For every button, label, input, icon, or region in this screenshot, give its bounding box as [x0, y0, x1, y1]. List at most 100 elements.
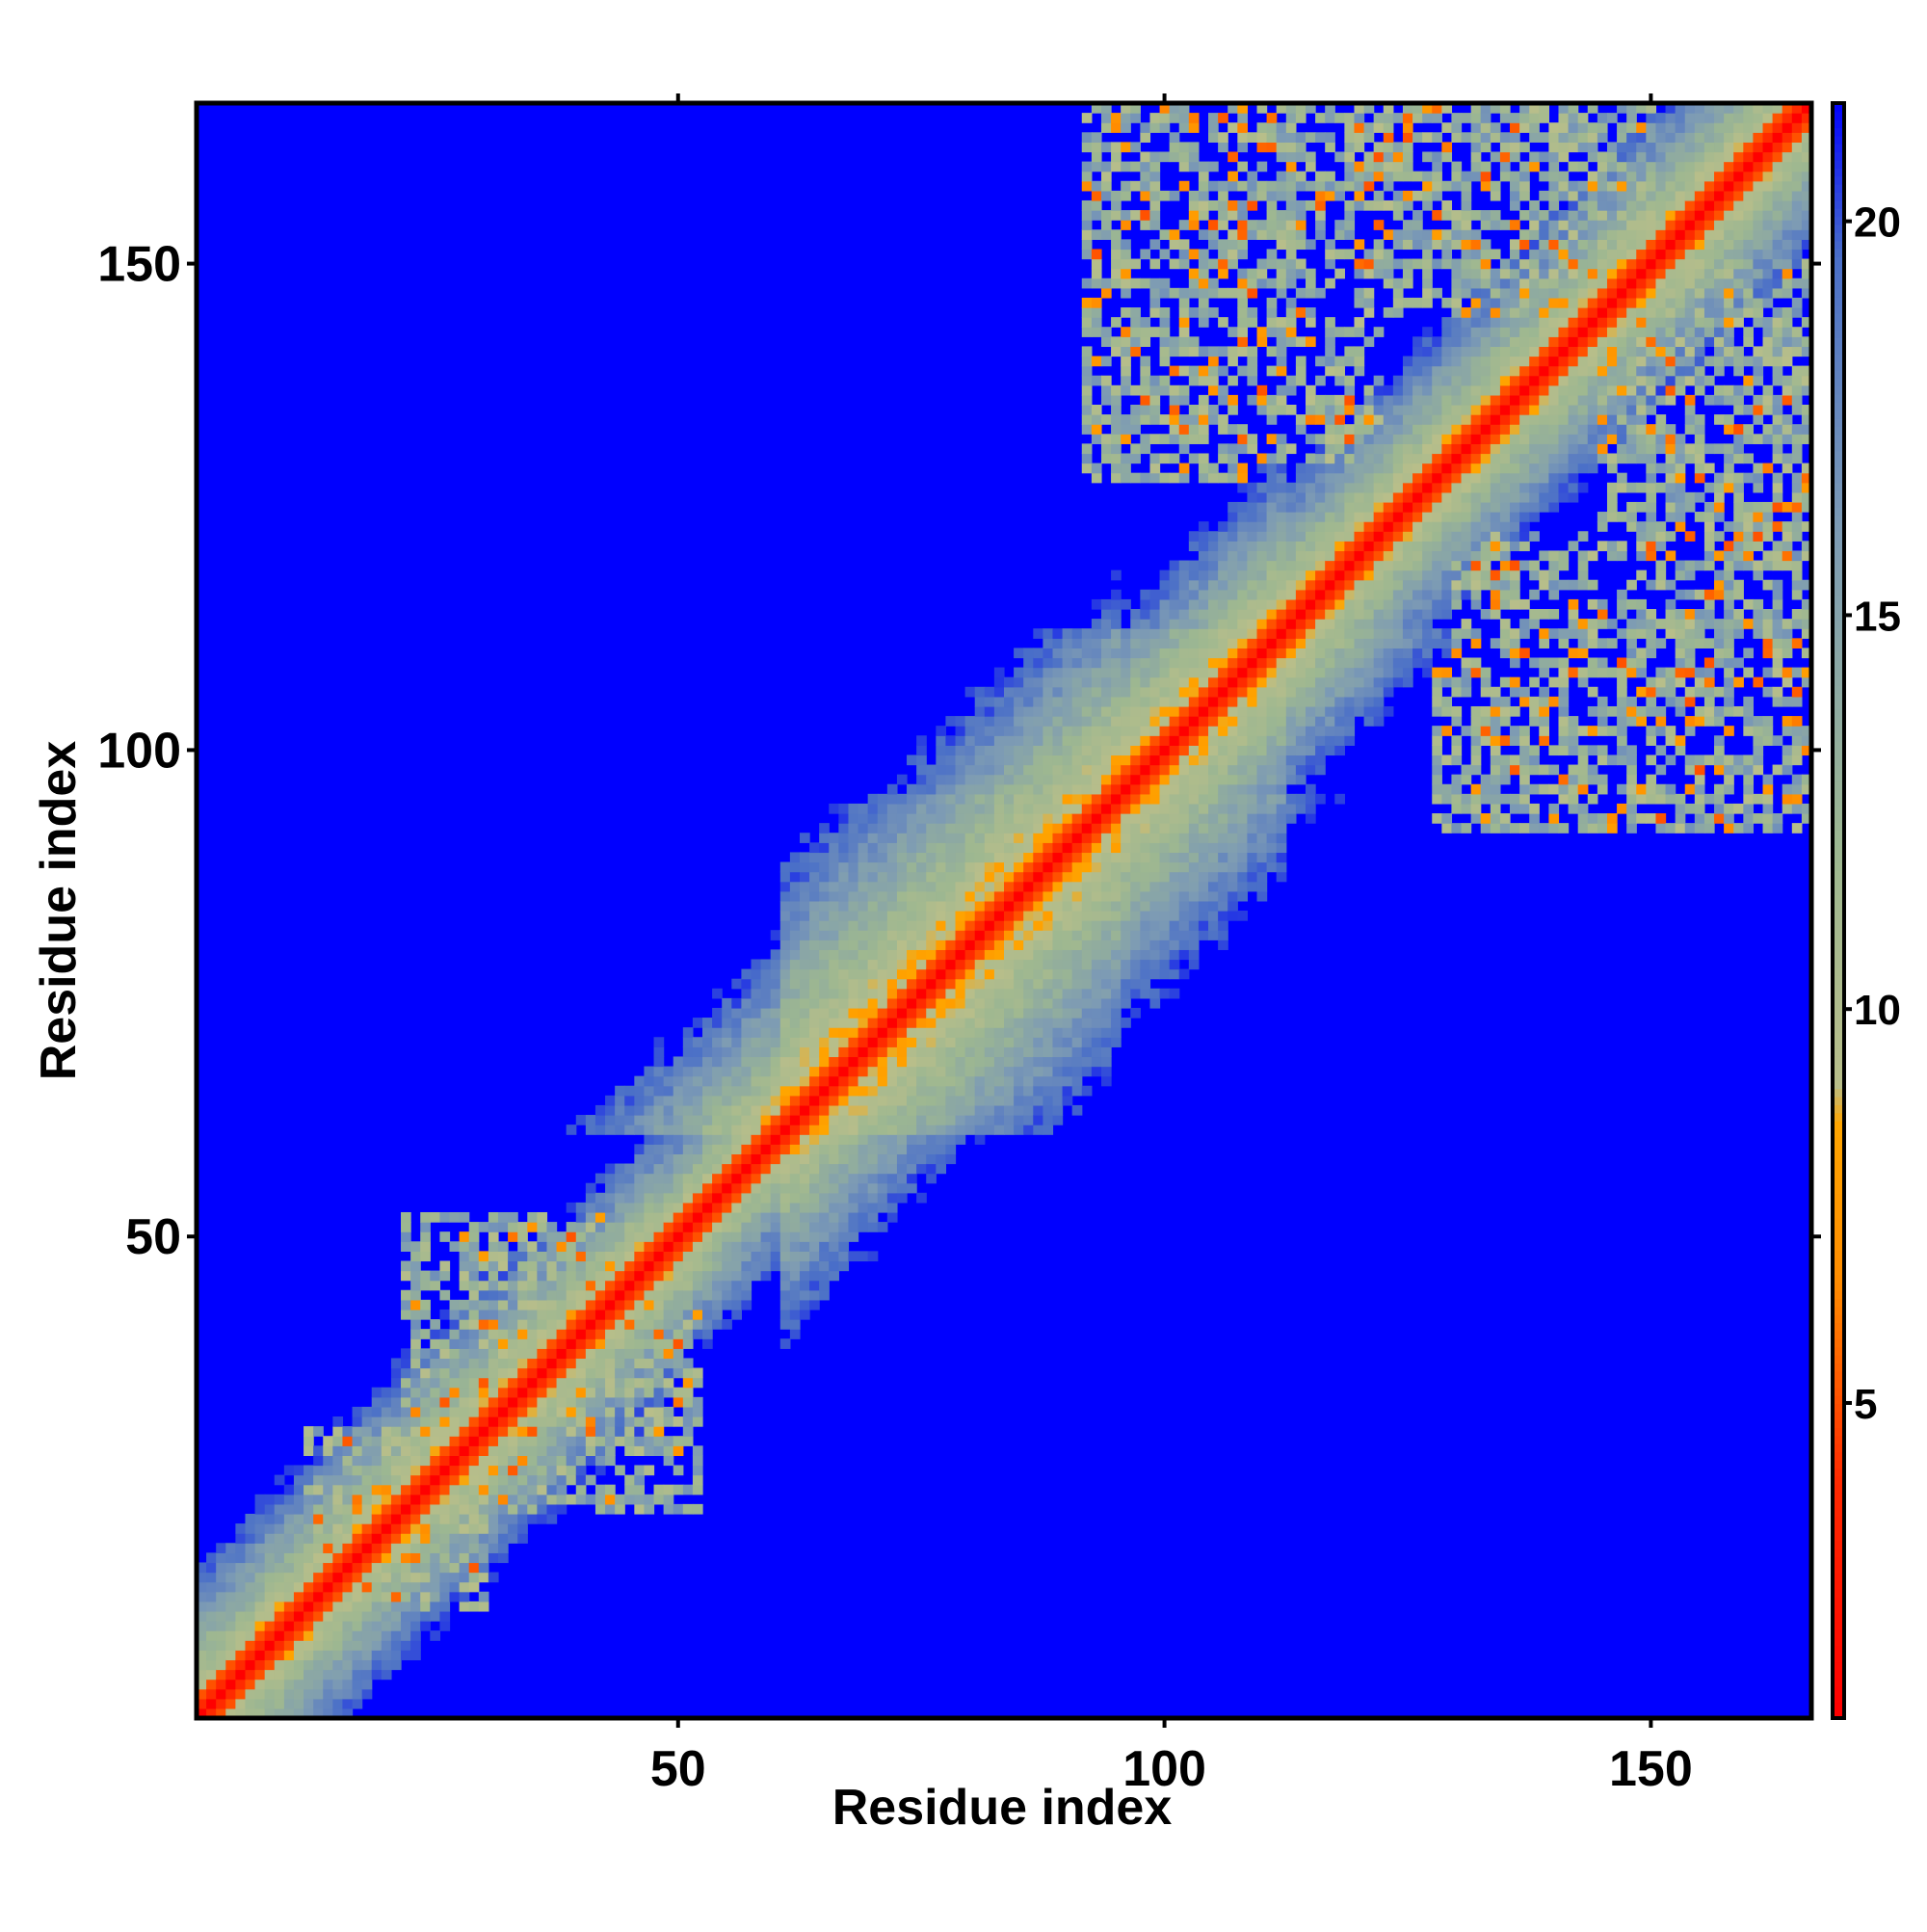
heatmap-cell [682, 1358, 694, 1369]
heatmap-cell [1130, 940, 1141, 950]
heatmap-cell [449, 1484, 461, 1495]
heatmap-cell [1004, 920, 1015, 931]
heatmap-cell [1159, 229, 1171, 240]
heatmap-cell [585, 1231, 596, 1242]
heatmap-cell [323, 1650, 333, 1661]
heatmap-cell [1227, 745, 1238, 756]
heatmap-cell [459, 1416, 470, 1427]
heatmap-cell [401, 1211, 411, 1223]
heatmap-cell [1256, 609, 1268, 620]
heatmap-cell [936, 803, 947, 814]
heatmap-cell [1208, 705, 1219, 717]
heatmap-cell [1227, 861, 1238, 873]
heatmap-cell [508, 1338, 518, 1349]
heatmap-cell [1169, 258, 1180, 270]
heatmap-cell [799, 1211, 810, 1223]
heatmap-cell [1033, 978, 1043, 990]
heatmap-cell [225, 1698, 236, 1709]
heatmap-cell [293, 1679, 304, 1690]
heatmap-cell [789, 1192, 801, 1204]
heatmap-cell [877, 1085, 888, 1097]
heatmap-cell [1004, 705, 1015, 717]
heatmap-cell [420, 1416, 431, 1427]
heatmap-cell [390, 1572, 402, 1583]
heatmap-cell [886, 793, 898, 805]
heatmap-cell [1218, 657, 1228, 669]
heatmap-cell [964, 813, 976, 824]
heatmap-cell [1295, 287, 1307, 299]
heatmap-cell [264, 1523, 276, 1534]
heatmap-cell [1014, 764, 1024, 776]
heatmap-cell [848, 1085, 859, 1097]
heatmap-cell [848, 803, 859, 814]
heatmap-cell [1198, 317, 1209, 328]
heatmap-cell [829, 1192, 839, 1204]
heatmap-cell [1276, 813, 1287, 824]
heatmap-cell [809, 1115, 820, 1125]
heatmap-cell [390, 1630, 402, 1641]
heatmap-cell [829, 842, 839, 854]
heatmap-cell [936, 1153, 947, 1165]
heatmap-cell [1227, 638, 1238, 648]
heatmap-cell [916, 1066, 927, 1077]
heatmap-cell [993, 1115, 1005, 1125]
heatmap-cell [1178, 336, 1190, 348]
heatmap-cell [352, 1562, 363, 1574]
heatmap-cell [1266, 297, 1278, 308]
heatmap-cell [779, 1075, 791, 1087]
heatmap-cell [478, 1416, 489, 1427]
heatmap-cell [1188, 307, 1200, 318]
heatmap-cell [936, 1104, 947, 1116]
heatmap-cell [546, 1455, 558, 1467]
heatmap-cell [1081, 1046, 1093, 1058]
heatmap-cell [819, 1260, 830, 1272]
heatmap-cell [984, 716, 995, 727]
heatmap-cell [1188, 404, 1200, 415]
heatmap-cell [1111, 453, 1122, 464]
heatmap-cell [1208, 463, 1219, 474]
heatmap-cell [1091, 890, 1102, 902]
heatmap-cell [1062, 793, 1073, 805]
heatmap-cell [1149, 239, 1161, 251]
heatmap-cell [313, 1572, 324, 1583]
heatmap-cell [936, 1085, 947, 1097]
heatmap-cell [886, 1202, 898, 1213]
heatmap-cell [361, 1426, 373, 1437]
heatmap-cell [585, 1222, 596, 1232]
heatmap-cell [1169, 900, 1180, 912]
heatmap-cell [1014, 861, 1024, 873]
heatmap-cell [478, 1455, 489, 1467]
heatmap-cell [858, 1037, 869, 1047]
heatmap-cell [722, 1173, 732, 1184]
heatmap-cell [896, 1104, 908, 1116]
heatmap-cell [964, 997, 976, 1009]
heatmap-cell [1198, 375, 1209, 386]
heatmap-cell [722, 1319, 732, 1330]
heatmap-cell [478, 1358, 489, 1369]
heatmap-cell [1208, 726, 1219, 736]
heatmap-cell [907, 1085, 917, 1097]
heatmap-cell [439, 1396, 451, 1408]
heatmap-cell [886, 900, 898, 912]
heatmap-cell [566, 1436, 577, 1446]
heatmap-cell [1111, 472, 1122, 484]
heatmap-cell [1188, 745, 1200, 756]
heatmap-cell [537, 1329, 548, 1339]
heatmap-cell [537, 1289, 548, 1301]
heatmap-cell [809, 1299, 820, 1310]
heatmap-cell [1276, 171, 1287, 182]
heatmap-cell [1266, 482, 1278, 493]
heatmap-cell [1033, 833, 1043, 843]
heatmap-cell [886, 1173, 898, 1184]
heatmap-cell [225, 1562, 236, 1574]
heatmap-cell [546, 1426, 558, 1437]
heatmap-cell [381, 1426, 392, 1437]
heatmap-cell [401, 1562, 411, 1574]
heatmap-cell [1100, 1018, 1112, 1028]
heatmap-cell [634, 1163, 646, 1175]
heatmap-cell [974, 735, 986, 746]
heatmap-cell [896, 930, 908, 940]
heatmap-cell [352, 1503, 363, 1515]
heatmap-cell [916, 1037, 927, 1047]
heatmap-cell [566, 1329, 577, 1339]
